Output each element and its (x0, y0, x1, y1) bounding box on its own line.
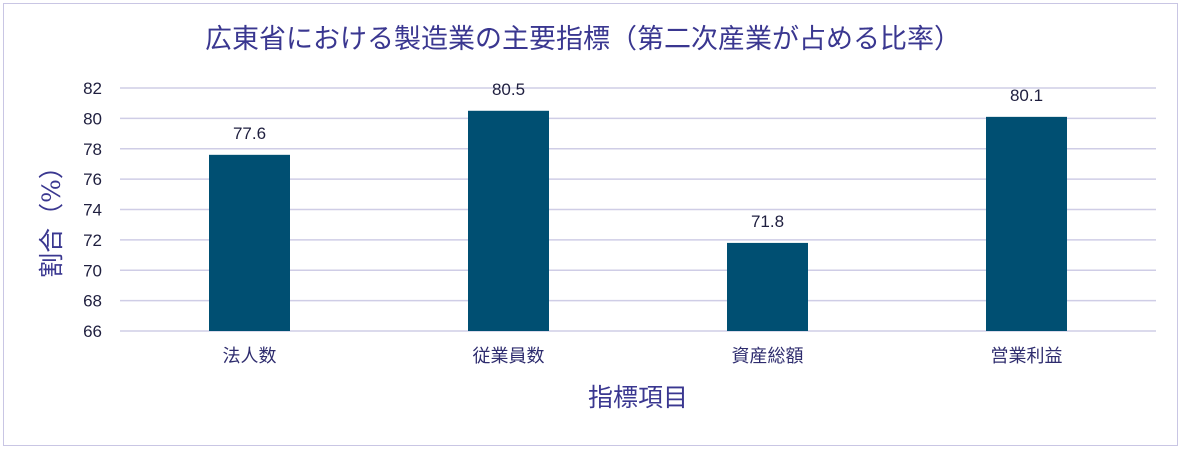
y-tick-label: 74 (83, 201, 102, 220)
bar (468, 110, 549, 331)
y-tick-label: 76 (83, 170, 102, 189)
bar (209, 154, 290, 331)
x-tick-label: 営業利益 (991, 346, 1063, 367)
data-label: 80.5 (492, 80, 525, 99)
x-tick-label: 従業員数 (473, 346, 545, 367)
y-tick-label: 72 (83, 231, 102, 250)
x-axis-ticks: 法人数 従業員数 資産総額 営業利益 (223, 346, 1063, 367)
data-labels: 77.6 80.5 71.8 80.1 (233, 80, 1043, 231)
y-tick-label: 68 (83, 292, 102, 311)
gridlines (120, 87, 1156, 332)
bar (727, 242, 808, 331)
data-label: 77.6 (233, 124, 266, 143)
y-axis-ticks: 66 68 70 72 74 76 78 80 82 (83, 79, 102, 341)
chart-frame (3, 3, 1178, 446)
data-label: 80.1 (1010, 86, 1043, 105)
x-tick-label: 法人数 (223, 346, 277, 367)
y-tick-label: 66 (83, 322, 102, 341)
y-tick-label: 80 (83, 109, 102, 128)
bars (209, 110, 1067, 331)
y-tick-label: 70 (83, 261, 102, 280)
data-label: 71.8 (751, 212, 784, 231)
y-tick-label: 82 (83, 79, 102, 98)
chart-title: 広東省における製造業の主要指標（第二次産業が占める比率） (205, 24, 961, 55)
y-tick-label: 78 (83, 140, 102, 159)
x-tick-label: 資産総額 (732, 346, 804, 367)
x-axis-title: 指標項目 (588, 383, 688, 412)
y-axis-title: 割合（%） (37, 154, 66, 278)
bar (986, 116, 1067, 331)
